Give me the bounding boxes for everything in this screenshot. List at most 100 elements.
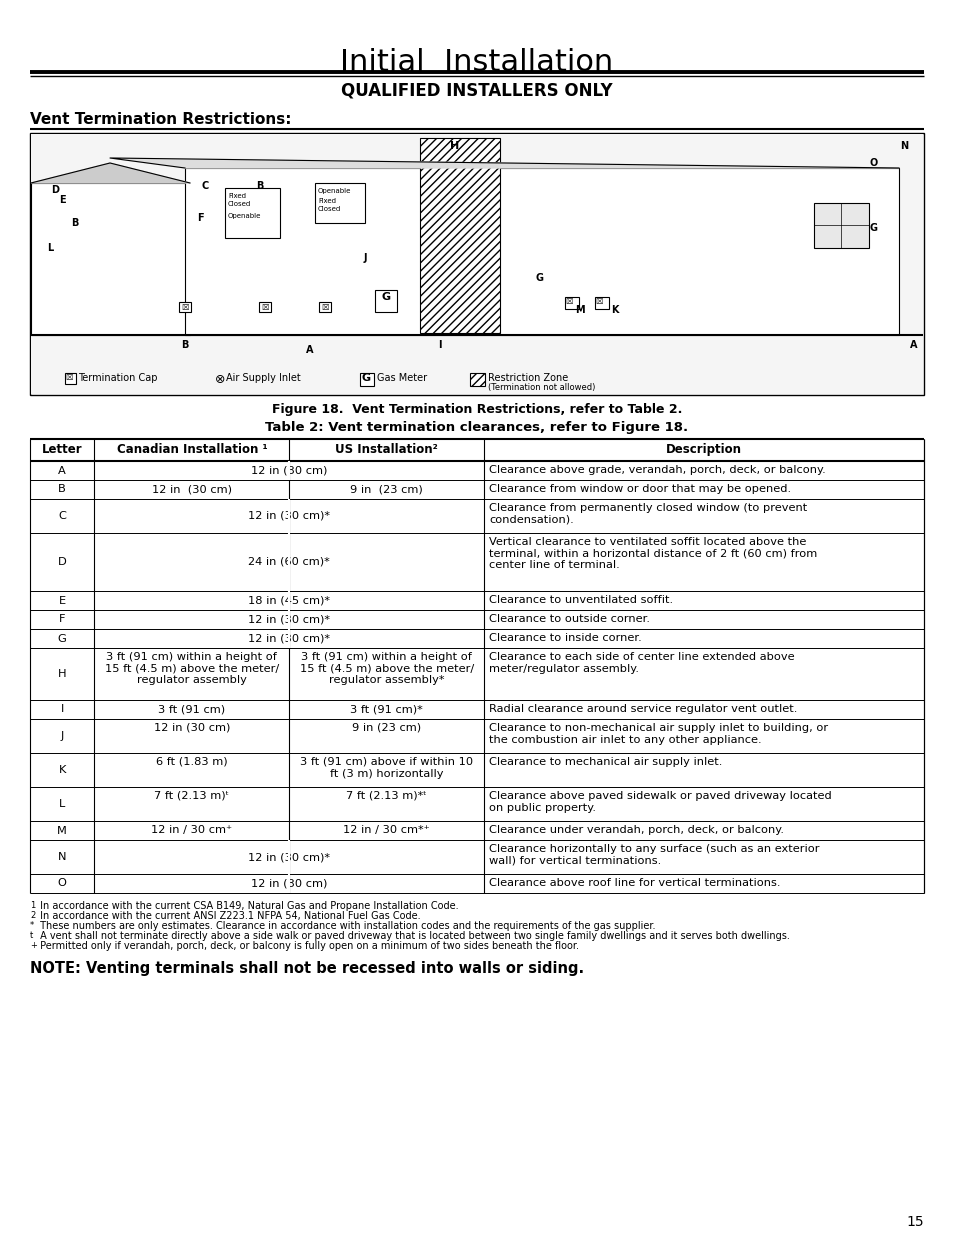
Text: In accordance with the current CSA B149, Natural Gas and Propane Installation Co: In accordance with the current CSA B149,… xyxy=(37,902,458,911)
Text: Permitted only if verandah, porch, deck, or balcony is fully open on a minimum o: Permitted only if verandah, porch, deck,… xyxy=(37,941,578,951)
Text: ☒: ☒ xyxy=(320,303,328,312)
Bar xyxy=(470,373,484,387)
Text: D: D xyxy=(58,557,67,567)
Text: ☒: ☒ xyxy=(595,296,602,306)
Text: Clearance above grade, verandah, porch, deck, or balcony.: Clearance above grade, verandah, porch, … xyxy=(489,466,825,475)
Text: L: L xyxy=(47,243,53,253)
Text: +: + xyxy=(30,941,37,950)
Text: Clearance to each side of center line extended above
meter/regulator assembly.: Clearance to each side of center line ex… xyxy=(489,652,794,673)
Text: Vertical clearance to ventilated soffit located above the
terminal, within a hor: Vertical clearance to ventilated soffit … xyxy=(489,537,817,571)
Bar xyxy=(318,303,331,312)
Text: Closed: Closed xyxy=(228,201,251,207)
Text: 12 in (30 cm)*: 12 in (30 cm)* xyxy=(248,852,330,862)
Text: O: O xyxy=(869,158,877,168)
Text: N: N xyxy=(58,852,67,862)
Text: G: G xyxy=(869,224,877,233)
Bar xyxy=(30,135,923,394)
Text: ☒: ☒ xyxy=(65,373,72,382)
Bar xyxy=(258,303,271,312)
Text: F: F xyxy=(59,615,66,625)
Text: E: E xyxy=(58,595,66,605)
Text: K: K xyxy=(611,305,618,315)
Text: G: G xyxy=(381,291,391,303)
Text: 3 ft (91 cm) above if within 10
ft (3 m) horizontally: 3 ft (91 cm) above if within 10 ft (3 m)… xyxy=(300,757,473,778)
Text: 12 in / 30 cm⁺: 12 in / 30 cm⁺ xyxy=(152,825,233,835)
Polygon shape xyxy=(30,163,190,183)
Text: Clearance horizontally to any surface (such as an exterior
wall) for vertical te: Clearance horizontally to any surface (s… xyxy=(489,844,819,866)
Text: Fixed: Fixed xyxy=(317,198,335,204)
Text: QUALIFIED INSTALLERS ONLY: QUALIFIED INSTALLERS ONLY xyxy=(341,82,612,100)
Text: 12 in (30 cm): 12 in (30 cm) xyxy=(251,466,327,475)
Bar xyxy=(30,133,923,395)
Text: G: G xyxy=(536,273,543,283)
Text: ☒: ☒ xyxy=(564,296,572,306)
Text: H: H xyxy=(450,141,459,151)
Text: Clearance above roof line for vertical terminations.: Clearance above roof line for vertical t… xyxy=(489,878,780,888)
Text: In accordance with the current ANSI Z223.1 NFPA 54, National Fuel Gas Code.: In accordance with the current ANSI Z223… xyxy=(37,911,420,921)
Text: M: M xyxy=(57,825,67,836)
Text: B: B xyxy=(256,182,263,191)
Text: Clearance under verandah, porch, deck, or balcony.: Clearance under verandah, porch, deck, o… xyxy=(489,825,783,835)
Text: 6 ft (1.83 m): 6 ft (1.83 m) xyxy=(156,757,228,767)
Text: Radial clearance around service regulator vent outlet.: Radial clearance around service regulato… xyxy=(489,704,797,714)
Text: Gas Meter: Gas Meter xyxy=(376,373,427,383)
Text: (Termination not allowed): (Termination not allowed) xyxy=(488,383,595,391)
Bar xyxy=(314,183,365,224)
Text: Clearance above paved sidewalk or paved driveway located
on public property.: Clearance above paved sidewalk or paved … xyxy=(489,790,831,813)
Bar xyxy=(179,303,191,312)
Text: G: G xyxy=(58,634,67,643)
Text: E: E xyxy=(59,195,65,205)
Text: 18 in (45 cm)*: 18 in (45 cm)* xyxy=(248,595,330,605)
Text: US Installation²: US Installation² xyxy=(335,443,437,456)
Text: M: M xyxy=(575,305,584,315)
Text: 24 in (60 cm)*: 24 in (60 cm)* xyxy=(248,557,330,567)
Text: I: I xyxy=(60,704,64,715)
Text: C: C xyxy=(58,511,66,521)
Text: Openable: Openable xyxy=(317,188,351,194)
Bar xyxy=(30,183,190,335)
Text: ☒: ☒ xyxy=(261,303,268,312)
Text: Description: Description xyxy=(665,443,741,456)
Text: O: O xyxy=(58,878,67,888)
Text: Clearance from window or door that may be opened.: Clearance from window or door that may b… xyxy=(489,484,790,494)
Text: Table 2: Vent termination clearances, refer to Figure 18.: Table 2: Vent termination clearances, re… xyxy=(265,421,688,433)
Bar xyxy=(65,373,76,384)
Text: 12 in / 30 cm*⁺: 12 in / 30 cm*⁺ xyxy=(343,825,430,835)
Text: 12 in (30 cm)*: 12 in (30 cm)* xyxy=(248,511,330,521)
Text: Clearance to outside corner.: Clearance to outside corner. xyxy=(489,614,650,624)
Text: Clearance to inside corner.: Clearance to inside corner. xyxy=(489,634,641,643)
Text: 7 ft (2.13 m)*ᵗ: 7 ft (2.13 m)*ᵗ xyxy=(346,790,427,802)
Text: 15: 15 xyxy=(905,1215,923,1229)
Bar xyxy=(419,138,499,333)
Text: Closed: Closed xyxy=(317,206,341,212)
Text: 3 ft (91 cm) within a height of
15 ft (4.5 m) above the meter/
regulator assembl: 3 ft (91 cm) within a height of 15 ft (4… xyxy=(299,652,474,685)
Text: B: B xyxy=(58,484,66,494)
Bar xyxy=(359,373,374,387)
Text: 9 in  (23 cm): 9 in (23 cm) xyxy=(350,484,422,494)
Polygon shape xyxy=(110,158,898,168)
Text: Openable: Openable xyxy=(228,212,261,219)
Text: K: K xyxy=(58,764,66,776)
Text: Initial  Installation: Initial Installation xyxy=(340,48,613,77)
Text: 3 ft (91 cm)*: 3 ft (91 cm)* xyxy=(350,704,422,714)
Text: 12 in (30 cm)*: 12 in (30 cm)* xyxy=(248,615,330,625)
Text: 2: 2 xyxy=(30,911,35,920)
Text: F: F xyxy=(196,212,203,224)
Text: L: L xyxy=(59,799,65,809)
Text: Figure 18.  Vent Termination Restrictions, refer to Table 2.: Figure 18. Vent Termination Restrictions… xyxy=(272,403,681,416)
Text: 3 ft (91 cm) within a height of
15 ft (4.5 m) above the meter/
regulator assembl: 3 ft (91 cm) within a height of 15 ft (4… xyxy=(105,652,278,685)
Bar xyxy=(30,438,923,461)
Text: t: t xyxy=(30,931,33,940)
Text: 9 in (23 cm): 9 in (23 cm) xyxy=(352,722,421,734)
Text: Clearance to unventilated soffit.: Clearance to unventilated soffit. xyxy=(489,595,673,605)
Text: J: J xyxy=(363,253,366,263)
Text: Fixed: Fixed xyxy=(228,193,246,199)
Text: 12 in (30 cm): 12 in (30 cm) xyxy=(251,878,327,888)
Text: Clearance to mechanical air supply inlet.: Clearance to mechanical air supply inlet… xyxy=(489,757,721,767)
Text: A vent shall not terminate directly above a side walk or paved driveway that is : A vent shall not terminate directly abov… xyxy=(37,931,789,941)
Text: Clearance from permanently closed window (to prevent
condensation).: Clearance from permanently closed window… xyxy=(489,503,806,525)
Bar xyxy=(375,290,396,312)
Text: H: H xyxy=(58,669,67,679)
Text: Air Supply Inlet: Air Supply Inlet xyxy=(226,373,300,383)
Text: A: A xyxy=(58,466,66,475)
